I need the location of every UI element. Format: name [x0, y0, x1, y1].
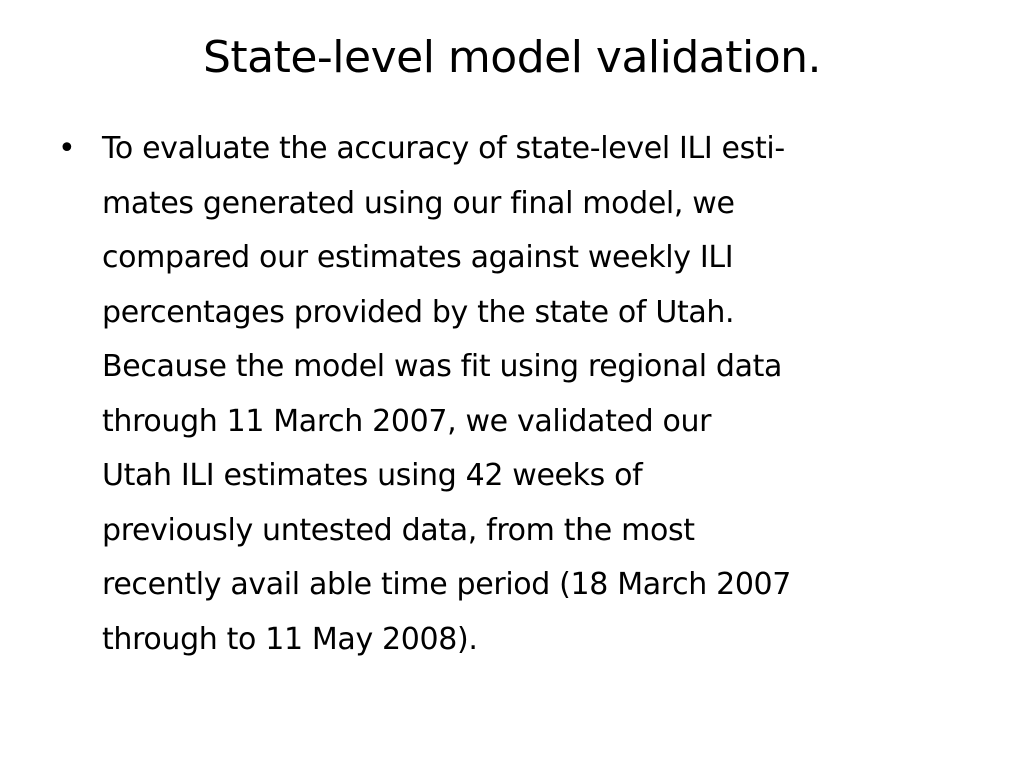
bullet-text-line: through to 11 May 2008). — [102, 621, 478, 657]
bullet-list: • To evaluate the accuracy of state-leve… — [58, 122, 978, 667]
bullet-text-line: Because the model was fit using regional… — [102, 349, 783, 384]
bullet-text-line: To evaluate the accuracy of state-level … — [102, 131, 785, 166]
bullet-marker-icon: • — [58, 131, 76, 166]
bullet-item: • To evaluate the accuracy of state-leve… — [58, 122, 978, 667]
slide-title: State-level model validation. — [202, 32, 822, 83]
bullet-text-line: compared our estimates against weekly IL… — [102, 240, 734, 275]
bullet-text-line: recently avail able time period (18 Marc… — [102, 567, 792, 602]
bullet-text-line: percentages provided by the state of Uta… — [102, 294, 735, 330]
bullet-text-line: mates generated using our final model, w… — [102, 185, 735, 221]
bullet-text-line: through 11 March 2007, we validated our — [102, 403, 712, 439]
bullet-text-line: Utah ILI estimates using 42 weeks of — [102, 458, 643, 493]
bullet-text-line: previously untested data, from the most — [102, 512, 695, 548]
